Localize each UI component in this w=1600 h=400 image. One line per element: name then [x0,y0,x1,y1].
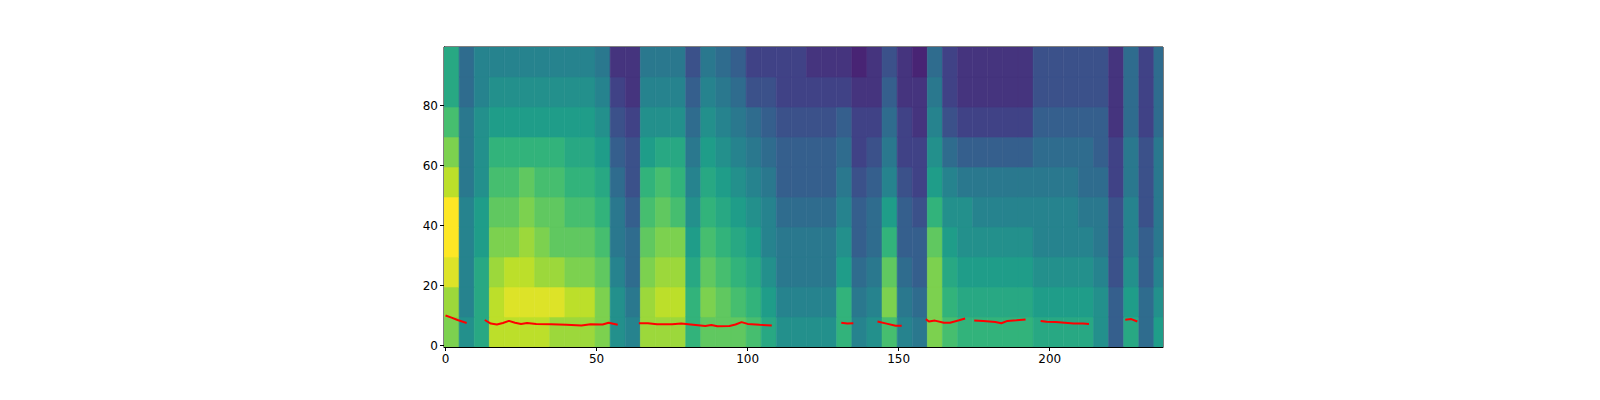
svg-text:20: 20 [423,279,438,293]
svg-text:150: 150 [887,352,910,366]
svg-text:50: 50 [589,352,604,366]
svg-text:40: 40 [423,219,438,233]
svg-text:200: 200 [1038,352,1061,366]
svg-text:100: 100 [736,352,759,366]
svg-text:80: 80 [423,99,438,113]
svg-text:0: 0 [430,339,438,353]
svg-text:60: 60 [423,159,438,173]
svg-text:0: 0 [442,352,450,366]
